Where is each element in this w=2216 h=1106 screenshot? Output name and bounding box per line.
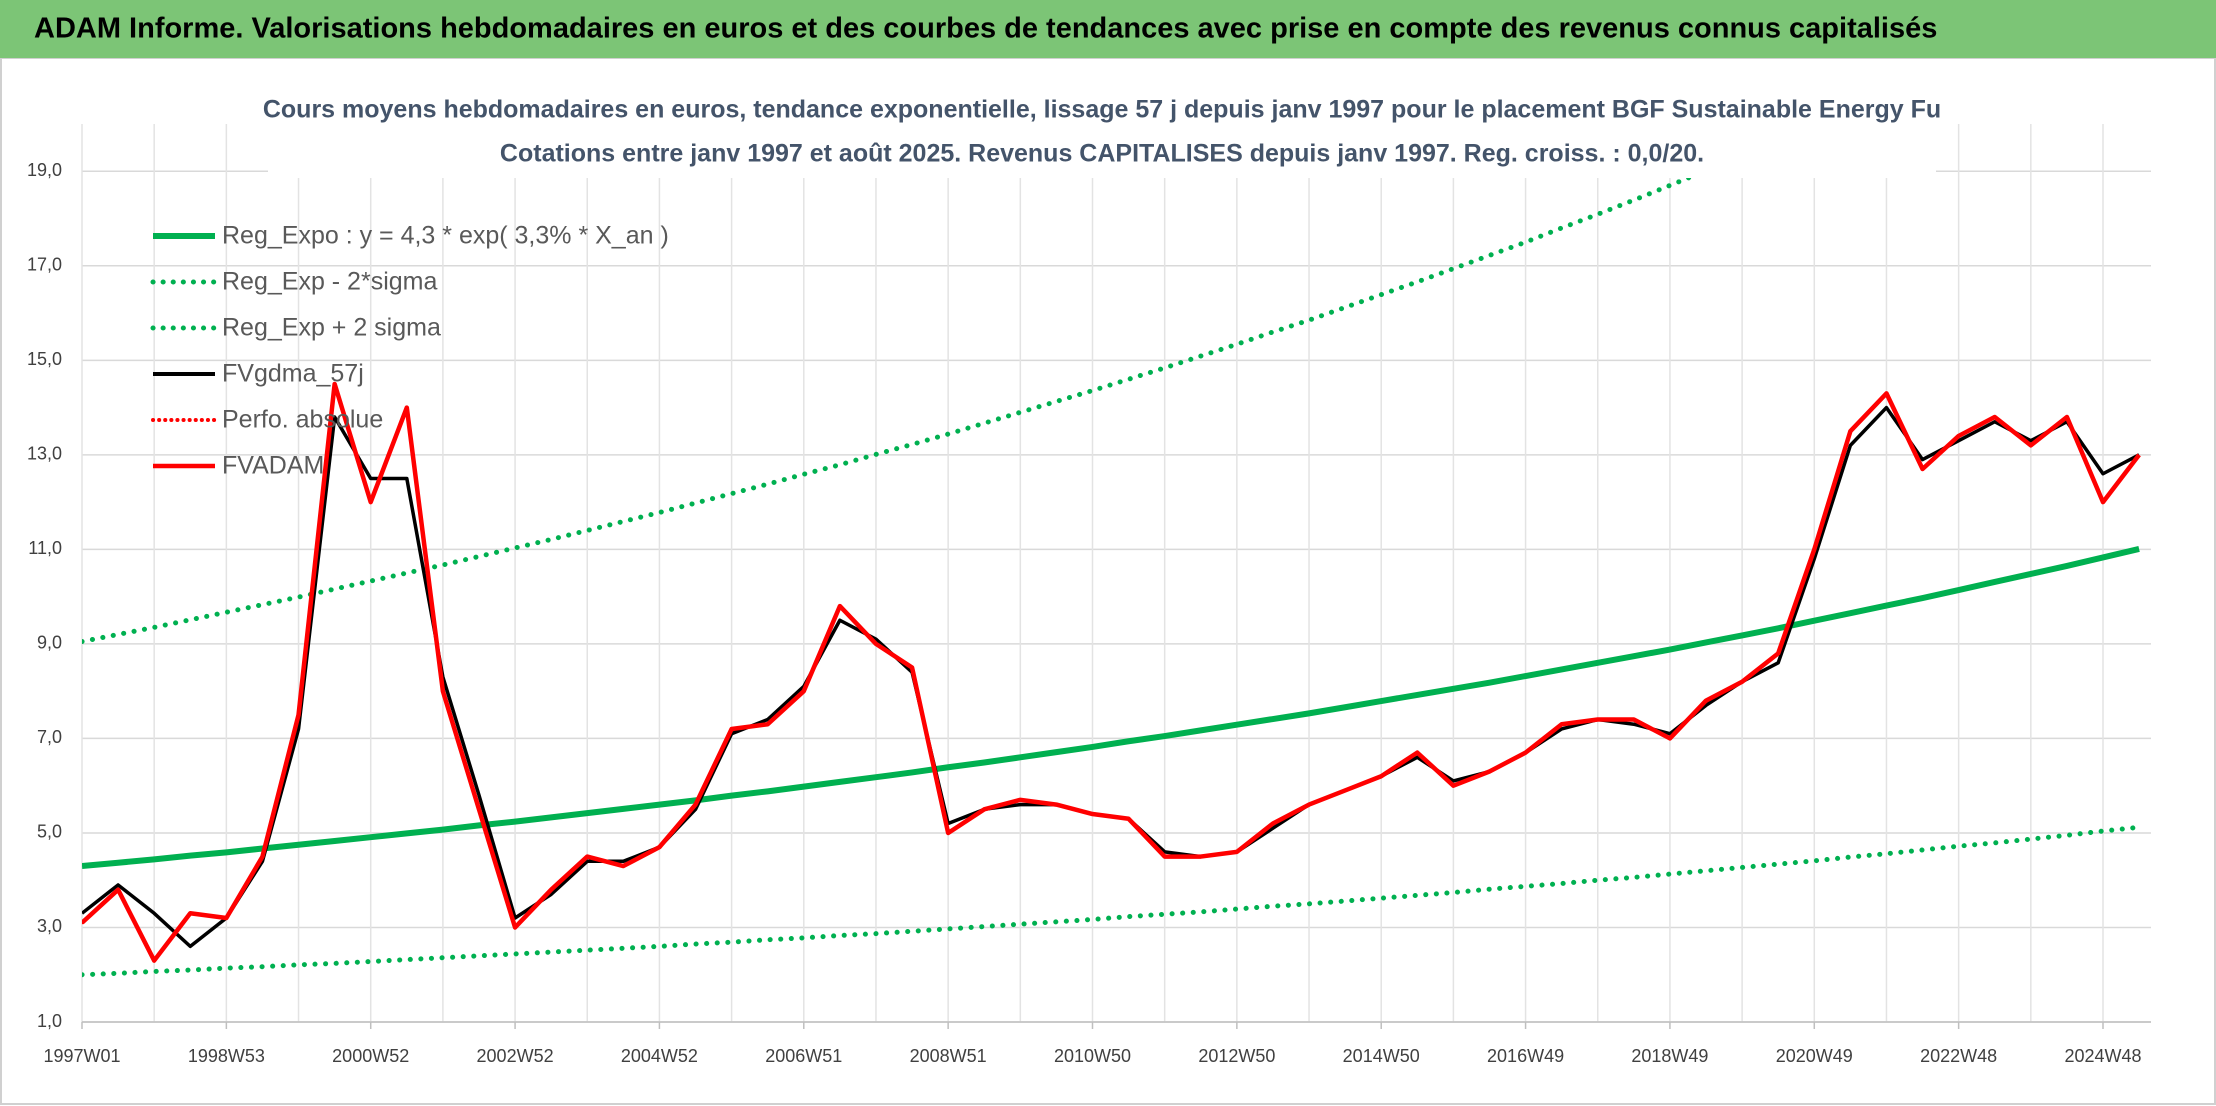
x-tick-label: 2002W52 bbox=[477, 1046, 554, 1066]
header-bar bbox=[0, 0, 2216, 58]
y-tick-label: 17,0 bbox=[27, 255, 62, 275]
x-tick-label: 2024W48 bbox=[2064, 1046, 2141, 1066]
legend-label: Reg_Exp + 2 sigma bbox=[222, 314, 441, 342]
legend-label: FVADAM bbox=[222, 452, 324, 480]
y-tick-label: 9,0 bbox=[37, 633, 62, 653]
legend-label: Perfo. absolue bbox=[222, 406, 383, 434]
legend-label: FVgdma_57j bbox=[222, 360, 364, 388]
x-tick-label: 1998W53 bbox=[188, 1046, 265, 1066]
y-tick-label: 7,0 bbox=[37, 727, 62, 747]
x-tick-label: 2014W50 bbox=[1343, 1046, 1420, 1066]
series-line bbox=[82, 381, 2141, 963]
y-tick-label: 1,0 bbox=[37, 1011, 62, 1031]
x-tick-label: 2022W48 bbox=[1920, 1046, 1997, 1066]
y-tick-label: 15,0 bbox=[27, 349, 62, 369]
series-line bbox=[82, 824, 2142, 978]
y-tick-label: 11,0 bbox=[28, 538, 62, 558]
chart-subtitle: Cotations entre janv 1997 et août 2025. … bbox=[500, 140, 1704, 168]
x-tick-label: 2020W49 bbox=[1776, 1046, 1853, 1066]
x-tick-label: 2006W51 bbox=[765, 1046, 842, 1066]
header-title: ADAM Informe. Valorisations hebdomadaire… bbox=[34, 13, 1937, 45]
x-tick-label: 2008W51 bbox=[910, 1046, 987, 1066]
y-tick-label: 5,0 bbox=[37, 822, 62, 842]
y-tick-label: 3,0 bbox=[37, 916, 62, 936]
axes: 1,0 3,0 5,0 7,0 9,0 11,0 13,0 15,0 17,0 19,0 1997W… bbox=[27, 160, 2151, 1066]
y-tick-label: 13,0 bbox=[27, 444, 62, 464]
x-tick-label: 2016W49 bbox=[1487, 1046, 1564, 1066]
plot bbox=[82, 124, 2142, 978]
series-line bbox=[82, 545, 2140, 870]
x-tick-label: 1997W01 bbox=[43, 1046, 120, 1066]
x-tick-label: 2012W50 bbox=[1198, 1046, 1275, 1066]
legend-label: Reg_Exp - 2*sigma bbox=[222, 268, 437, 296]
x-tick-label: 2004W52 bbox=[621, 1046, 698, 1066]
x-tick-label: 2018W49 bbox=[1631, 1046, 1708, 1066]
x-tick-label: 2000W52 bbox=[332, 1046, 409, 1066]
title-box bbox=[268, 86, 1936, 178]
chart-title: Cours moyens hebdomadaires en euros, ten… bbox=[263, 96, 1941, 124]
legend: Reg_Expo : y = 4,3 * exp( 3,3% * X_an ) R… bbox=[150, 222, 669, 480]
y-tick-label: 19,0 bbox=[27, 160, 62, 180]
legend-label: Reg_Expo : y = 4,3 * exp( 3,3% * X_an ) bbox=[222, 222, 669, 250]
x-tick-label: 2010W50 bbox=[1054, 1046, 1131, 1066]
